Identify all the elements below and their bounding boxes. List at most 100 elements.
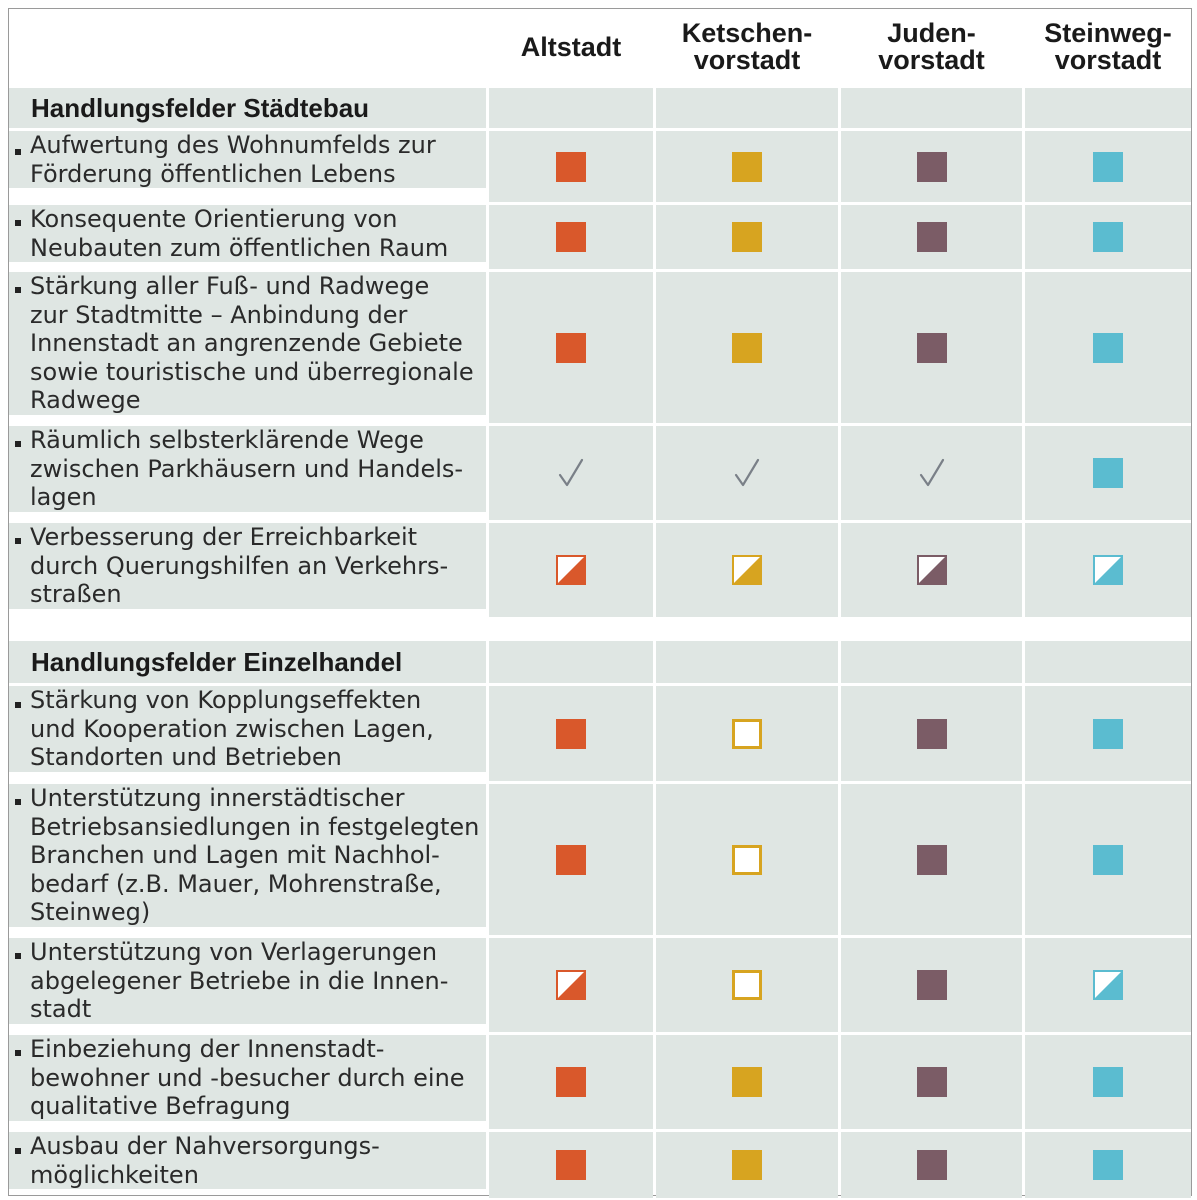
section-title-cell-judenvorstadt [841,641,1022,683]
section-title-cell-ketschenvorstadt [656,641,838,683]
outlined-square-icon [732,844,762,875]
mark-cell-judenvorstadt [841,523,1022,617]
mark-cell-ketschenvorstadt [656,938,838,1032]
mark-cell-steinwegvorstadt [1025,272,1191,423]
mark-cell-judenvorstadt [841,131,1022,202]
bullet-icon [15,799,21,806]
column-header-steinwegvorstadt: Steinweg- vorstadt [1025,9,1191,85]
filled-square-icon [732,151,762,182]
bullet-icon [15,953,21,960]
mark-cell-judenvorstadt [841,686,1022,781]
mark-cell-steinwegvorstadt [1025,523,1191,617]
half-filled-square-icon [556,970,586,1000]
filled-square-icon [556,1150,586,1180]
bullet-icon [15,219,21,226]
filled-square-icon [1093,844,1123,875]
mark-cell-altstadt [489,1035,653,1129]
measure-description: Ausbau der Nahversorgungs- möglichkeiten [9,1132,486,1189]
mark-cell-ketschenvorstadt [656,426,838,520]
column-header-ketschenvorstadt: Ketschen- vorstadt [656,9,838,85]
measure-description: Unterstützung von Verlagerungen abgelege… [9,938,486,1024]
section-title-cell-steinwegvorstadt [1025,88,1191,128]
column-header-label: Juden- vorstadt [878,18,985,75]
section-title-row: Handlungsfelder Städtebau [9,88,1191,128]
measures-table: Altstadt Ketschen- vorstadt Juden- vorstad… [8,8,1192,1198]
mark-cell-steinwegvorstadt [1025,784,1191,935]
section-title-cell-steinwegvorstadt [1025,641,1191,683]
measure-description: Räumlich selbsterklärende Wege zwischen … [9,426,486,512]
filled-square-icon [916,970,947,1000]
table-row: Einbeziehung der Innenstadt- bewohner un… [9,1035,1191,1129]
mark-cell-judenvorstadt [841,1132,1022,1198]
mark-cell-ketschenvorstadt [656,131,838,202]
bullet-icon [15,287,21,294]
mark-cell-ketschenvorstadt [656,686,838,781]
mark-cell-steinwegvorstadt [1025,131,1191,202]
measure-description: Unterstützung innerstädtischer Betriebsa… [9,784,486,927]
filled-square-icon [556,1067,586,1097]
section-title: Handlungsfelder Städtebau [9,88,486,128]
mark-cell-altstadt [489,426,653,520]
measure-text: Unterstützung von Verlagerungen abgelege… [30,938,449,1023]
measure-description: Aufwertung des Wohnumfelds zur Förderung… [9,131,486,188]
mark-cell-altstadt [489,523,653,617]
filled-square-icon [732,1067,762,1097]
measure-description: Verbesserung der Erreichbarkeit durch Qu… [9,523,486,609]
mark-cell-ketschenvorstadt [656,1035,838,1129]
measure-description: Stärkung aller Fuß- und Radwege zur Stad… [9,272,486,415]
filled-square-icon [1093,222,1123,252]
measure-description: Stärkung von Kopplungseffekten und Koope… [9,686,486,772]
section-title: Handlungsfelder Einzelhandel [9,641,486,683]
filled-square-icon [1093,718,1123,749]
column-header-row: Altstadt Ketschen- vorstadt Juden- vorstad… [9,9,1191,85]
filled-square-icon [732,1150,762,1180]
mark-cell-altstadt [489,205,653,269]
mark-cell-judenvorstadt [841,1035,1022,1129]
measure-text: Stärkung aller Fuß- und Radwege zur Stad… [30,272,474,414]
mark-cell-judenvorstadt [841,784,1022,935]
outlined-square-icon [732,718,762,749]
measure-description: Konsequente Orientierung von Neubauten z… [9,205,486,262]
mark-cell-altstadt [489,938,653,1032]
table-row: Verbesserung der Erreichbarkeit durch Qu… [9,523,1191,617]
filled-square-icon [556,718,586,749]
half-filled-square-icon [1093,970,1123,1000]
mark-cell-ketschenvorstadt [656,205,838,269]
section-separator [9,617,1191,641]
filled-square-icon [916,332,947,363]
table-row: Räumlich selbsterklärende Wege zwischen … [9,426,1191,520]
mark-cell-steinwegvorstadt [1025,1035,1191,1129]
filled-square-icon [732,332,762,363]
bullet-icon [15,149,21,155]
filled-square-icon [556,332,586,363]
measure-text: Aufwertung des Wohnumfelds zur Förderung… [30,131,436,188]
bullet-icon [15,1147,21,1154]
measure-text: Stärkung von Kopplungseffekten und Koope… [30,686,434,771]
mark-cell-judenvorstadt [841,272,1022,423]
filled-square-icon [1093,332,1123,363]
half-filled-square-icon [1093,555,1123,585]
column-header-judenvorstadt: Juden- vorstadt [841,9,1022,85]
measure-text: Einbeziehung der Innenstadt- bewohner un… [30,1035,465,1120]
measure-description: Einbeziehung der Innenstadt- bewohner un… [9,1035,486,1121]
table-row: Unterstützung von Verlagerungen abgelege… [9,938,1191,1032]
header-corner [9,9,486,85]
measure-text: Unterstützung innerstädtischer Betriebsa… [30,784,480,926]
measure-text: Räumlich selbsterklärende Wege zwischen … [30,426,464,511]
mark-cell-judenvorstadt [841,426,1022,520]
section-title-cell-altstadt [489,88,653,128]
half-filled-square-icon [732,555,762,585]
filled-square-icon [556,151,586,182]
table-row: Stärkung aller Fuß- und Radwege zur Stad… [9,272,1191,423]
mark-cell-steinwegvorstadt [1025,205,1191,269]
mark-cell-ketschenvorstadt [656,523,838,617]
mark-cell-judenvorstadt [841,205,1022,269]
mark-cell-ketschenvorstadt [656,1132,838,1198]
bullet-icon [15,701,21,708]
mark-cell-steinwegvorstadt [1025,426,1191,520]
section-title-cell-altstadt [489,641,653,683]
bullet-icon [15,538,21,545]
filled-square-icon [1093,1150,1123,1180]
mark-cell-altstadt [489,686,653,781]
filled-square-icon [556,844,586,875]
